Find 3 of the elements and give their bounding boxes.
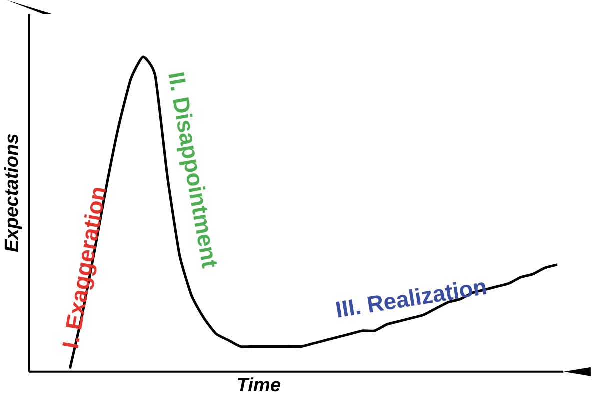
y-axis-title: Expectations: [4, 134, 22, 252]
annotation: III. Realization: [336, 282, 487, 318]
x-axis-title: Time: [238, 378, 280, 392]
